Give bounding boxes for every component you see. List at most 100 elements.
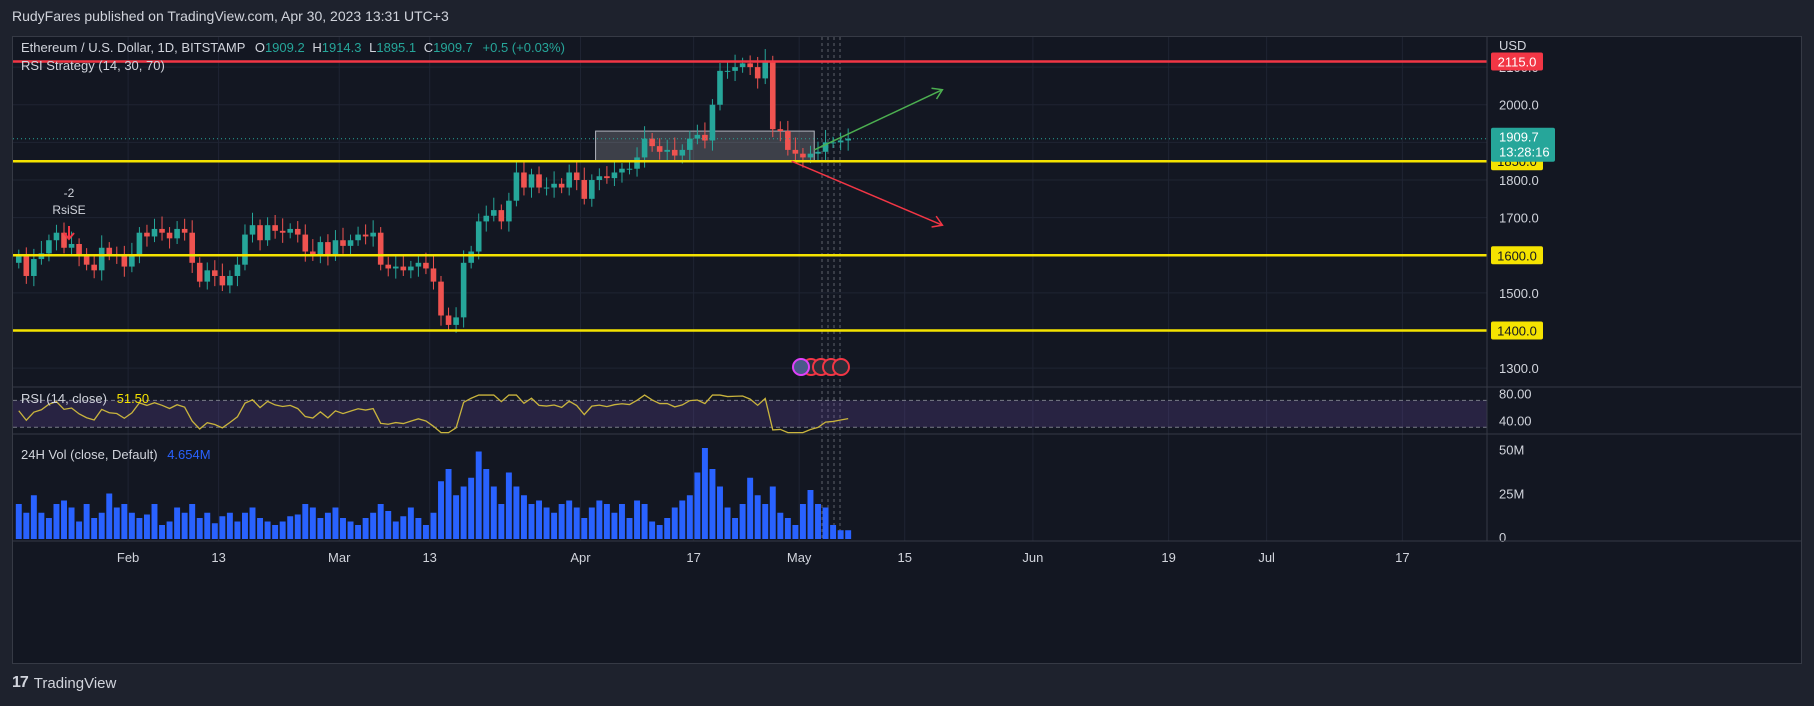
volume-bar	[377, 504, 384, 539]
open-label: O	[255, 40, 265, 55]
volume-bar	[754, 495, 761, 539]
volume-bar	[317, 518, 324, 539]
volume-bar	[136, 518, 143, 539]
volume-bar	[845, 530, 852, 539]
candle-body	[468, 251, 474, 263]
rsi-tick-label: 40.00	[1499, 414, 1532, 429]
candle-body	[506, 200, 512, 222]
volume-bar	[588, 507, 595, 539]
candle-body	[76, 243, 82, 257]
low-label: L	[369, 40, 376, 55]
candle-body	[724, 70, 731, 72]
time-tick-label: 19	[1161, 550, 1175, 565]
volume-bar	[264, 521, 271, 539]
volume-bar	[566, 500, 573, 539]
candle-body	[785, 131, 791, 150]
candle-body	[151, 228, 158, 237]
candle-body	[709, 104, 716, 141]
economic-events[interactable]	[792, 358, 850, 376]
price-tick-label: 1800.0	[1499, 173, 1539, 188]
volume-bar	[558, 504, 565, 539]
volume-bar	[475, 451, 482, 539]
volume-bar	[332, 507, 339, 539]
time-tick-label: 17	[1395, 550, 1409, 565]
volume-bar	[611, 512, 618, 539]
candle-body	[415, 262, 422, 267]
candle-body	[498, 210, 505, 222]
footer[interactable]: 17 TradingView	[12, 674, 116, 692]
candle-body	[845, 138, 851, 141]
volume-bar	[151, 504, 158, 539]
candle-body	[423, 262, 429, 269]
volume-bar	[769, 486, 776, 539]
candle-body	[604, 176, 610, 179]
candle-body	[490, 210, 497, 216]
candle-body	[31, 259, 37, 276]
candle-body	[212, 270, 218, 276]
strategy-label: RSI Strategy (14, 30, 70)	[21, 58, 165, 73]
price-tick-label: 2000.0	[1499, 98, 1539, 113]
rsise-signal[interactable]: -2 RsiSE	[52, 186, 86, 241]
candle-body	[596, 176, 603, 181]
volume-bar	[837, 530, 844, 539]
candle-body	[385, 264, 392, 269]
candle-body	[189, 232, 195, 263]
candle-body	[264, 225, 271, 241]
volume-bar	[649, 521, 656, 539]
volume-bar	[30, 495, 37, 539]
volume-bar	[181, 512, 188, 539]
volume-bar	[656, 525, 663, 539]
volume-bar	[468, 477, 475, 539]
candle-body	[762, 61, 769, 79]
volume-bar	[143, 514, 150, 539]
candle-body	[792, 149, 799, 154]
candle-body	[234, 264, 241, 276]
volume-bar	[709, 469, 716, 539]
candle-body	[453, 317, 459, 325]
candle-body	[159, 228, 165, 233]
volume-bar	[573, 507, 580, 539]
candle-body	[747, 63, 753, 68]
axis-layer: Feb 13 Mar 13 Apr 17 May 15 Jun 19 Jul 17 1300.0 1500…	[117, 52, 1555, 565]
candle-body	[702, 134, 708, 141]
candle-body	[408, 266, 414, 271]
candle-body	[687, 138, 693, 150]
volume-bar	[815, 504, 821, 539]
last-price-label: 1909.7	[1499, 130, 1539, 145]
chart-svg[interactable]: Feb 13 Mar 13 Apr 17 May 15 Jun 19 Jul 17 1300.0 1500…	[13, 37, 1801, 663]
candle-body	[837, 140, 844, 143]
volume-bar	[76, 521, 83, 539]
grid-layer	[13, 37, 1487, 541]
us-flag-icon	[792, 358, 810, 376]
volume-bar	[159, 525, 165, 539]
arrow-head-icon	[931, 87, 944, 100]
candle-body	[671, 149, 678, 156]
volume-bar	[543, 507, 550, 539]
volume-bar	[664, 518, 671, 539]
rsi-value: 51.50	[117, 391, 150, 406]
chart-legend: Ethereum / U.S. Dollar, 1D, BITSTAMP O19…	[21, 40, 565, 73]
volume-bar	[528, 504, 535, 539]
volume-bar	[498, 504, 505, 539]
candle-body	[581, 180, 588, 199]
candle-body	[800, 153, 806, 158]
volume-bar	[68, 507, 75, 539]
candle-body	[483, 215, 490, 222]
countdown-label: 13:28:16	[1499, 145, 1550, 160]
volume-bar	[166, 521, 173, 539]
volume-bar	[249, 507, 256, 539]
last-price-tag	[1491, 127, 1555, 162]
candle-body	[15, 255, 22, 263]
candle-body	[739, 63, 746, 68]
candle-body	[460, 262, 467, 318]
candle-body	[23, 255, 30, 276]
candle-body	[694, 134, 701, 139]
candle-body	[355, 234, 361, 241]
volume-bar	[626, 518, 633, 539]
volume-bar	[747, 477, 754, 539]
rsi-tick-label: 80.00	[1499, 387, 1532, 402]
chart-frame[interactable]: Feb 13 Mar 13 Apr 17 May 15 Jun 19 Jul 17 1300.0 1500…	[12, 36, 1802, 664]
volume-bar	[91, 518, 98, 539]
projection-arrow-down	[791, 160, 943, 226]
volume-bar	[309, 507, 316, 539]
